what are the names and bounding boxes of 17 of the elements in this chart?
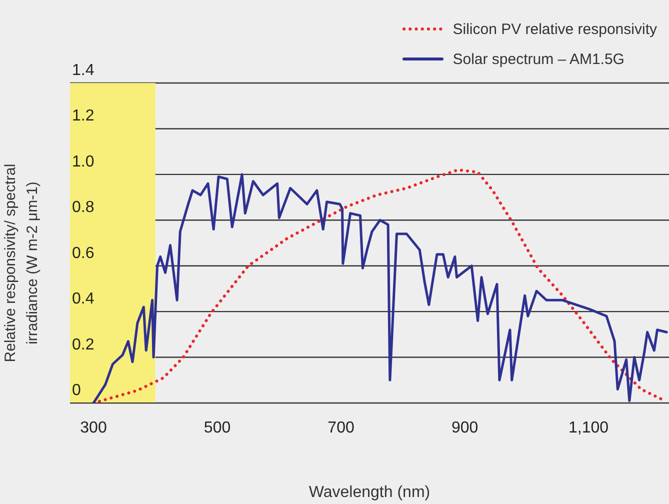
legend-label: Silicon PV relative responsivity: [452, 20, 657, 38]
y-tick-label: 0.6: [72, 244, 94, 262]
x-axis-title: Wavelength (nm): [308, 484, 432, 502]
y-tick-label: 1.4: [72, 62, 94, 79]
y-axis-title: Relative responsivity/ spectral irradiance (W m-2 μm-1): [1, 162, 42, 364]
y-tick-label: 0.8: [72, 199, 94, 216]
x-tick-label: 1,100: [568, 419, 609, 436]
y-tick-label: 1.0: [72, 153, 94, 170]
x-tick-label: 900: [451, 419, 478, 436]
y-tick-label: 0.2: [72, 336, 94, 354]
y-tick-label: 0: [72, 382, 81, 399]
x-tick-label: 500: [204, 419, 231, 436]
x-tick-label: 700: [328, 419, 354, 436]
legend-label: Solar spectrum – AM1.5G: [452, 50, 624, 68]
y-tick-label: 1.2: [72, 108, 94, 125]
x-tick-label: 300: [80, 419, 107, 436]
y-tick-label: 0.4: [72, 290, 94, 308]
